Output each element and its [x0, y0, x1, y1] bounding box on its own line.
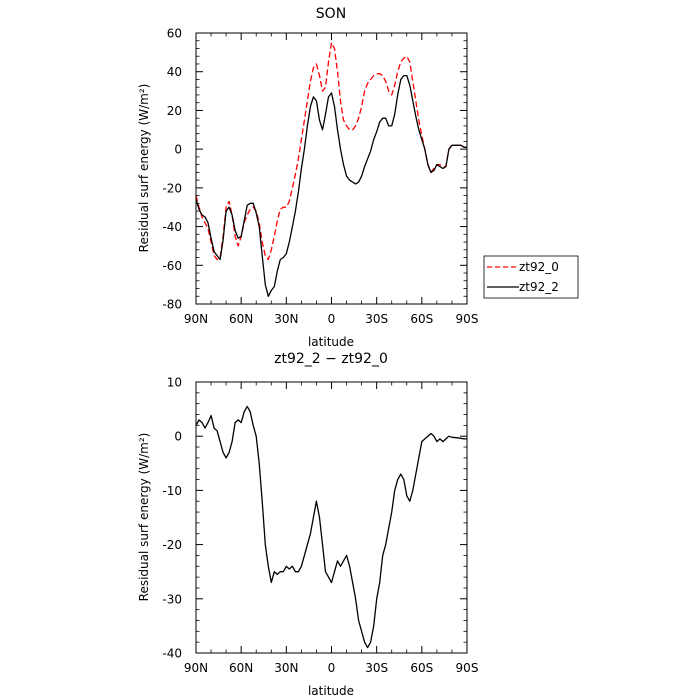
x-tick-label: 30S — [365, 312, 388, 326]
series-line-zt92_0 — [195, 42, 467, 261]
tick-marks-top — [195, 32, 468, 305]
x-tick-label: 60N — [229, 661, 253, 675]
y-tick-label: -40 — [162, 220, 182, 234]
y-tick-label: 60 — [167, 27, 182, 41]
plot-frame-bottom — [195, 381, 468, 654]
y-tick-label: 40 — [167, 65, 182, 79]
x-tick-label: 60S — [410, 312, 433, 326]
x-tick-label: 0 — [328, 312, 336, 326]
legend: zt92_0 zt92_2 — [483, 255, 579, 299]
tick-marks-bottom — [195, 381, 468, 654]
x-tick-label: 30S — [365, 661, 388, 675]
y-tick-labels-bottom: 10 0 -10 -20 -30 -40 — [162, 376, 182, 661]
x-tick-label: 0 — [328, 661, 336, 675]
series-line-difference — [195, 405, 467, 649]
y-tick-label: 0 — [174, 143, 182, 157]
y-tick-label: -40 — [162, 647, 182, 661]
y-tick-label: -80 — [162, 298, 182, 312]
y-tick-label: 20 — [167, 104, 182, 118]
x-axis-label-top: latitude — [308, 335, 354, 349]
y-tick-label: -10 — [162, 484, 182, 498]
x-tick-label: 60S — [410, 661, 433, 675]
x-tick-label: 30N — [274, 661, 298, 675]
y-tick-label: -20 — [162, 181, 182, 195]
y-axis-label-bottom: Residual surf energy (W/m²) — [137, 433, 151, 602]
x-axis-label-bottom: latitude — [308, 684, 354, 698]
y-tick-label: -60 — [162, 259, 182, 273]
series-lines-top — [195, 42, 467, 297]
plot-frame-top — [195, 32, 468, 305]
chart-panel-top: SON 90N 60N 30N 0 30S 60S 90S 60 40 20 0 -20 -40 -60… — [137, 6, 579, 349]
y-tick-label: 10 — [167, 376, 182, 390]
x-tick-label: 60N — [229, 312, 253, 326]
legend-label-zt92-2: zt92_2 — [519, 280, 559, 294]
chart-panel-bottom: zt92_2 − zt92_0 90N 60N 30N 0 30S 60S 90S 10 0 -… — [137, 351, 478, 698]
y-tick-label: -30 — [162, 592, 182, 606]
chart-title-bottom: zt92_2 − zt92_0 — [274, 351, 388, 367]
x-tick-label: 90S — [456, 312, 479, 326]
series-lines-bottom — [195, 405, 467, 649]
x-tick-labels-bottom: 90N 60N 30N 0 30S 60S 90S — [184, 661, 479, 675]
y-tick-label: -20 — [162, 538, 182, 552]
series-line-zt92_2 — [195, 74, 467, 297]
legend-label-zt92-0: zt92_0 — [519, 260, 559, 274]
legend-box — [483, 255, 579, 299]
y-tick-labels-top: 60 40 20 0 -20 -40 -60 -80 — [162, 27, 182, 312]
x-tick-label: 90N — [184, 661, 208, 675]
x-tick-label: 90N — [184, 312, 208, 326]
y-axis-label-top: Residual surf energy (W/m²) — [137, 84, 151, 253]
x-tick-label: 90S — [456, 661, 479, 675]
y-tick-label: 0 — [174, 430, 182, 444]
x-tick-label: 30N — [274, 312, 298, 326]
x-tick-labels-top: 90N 60N 30N 0 30S 60S 90S — [184, 312, 479, 326]
chart-title-top: SON — [316, 6, 346, 22]
